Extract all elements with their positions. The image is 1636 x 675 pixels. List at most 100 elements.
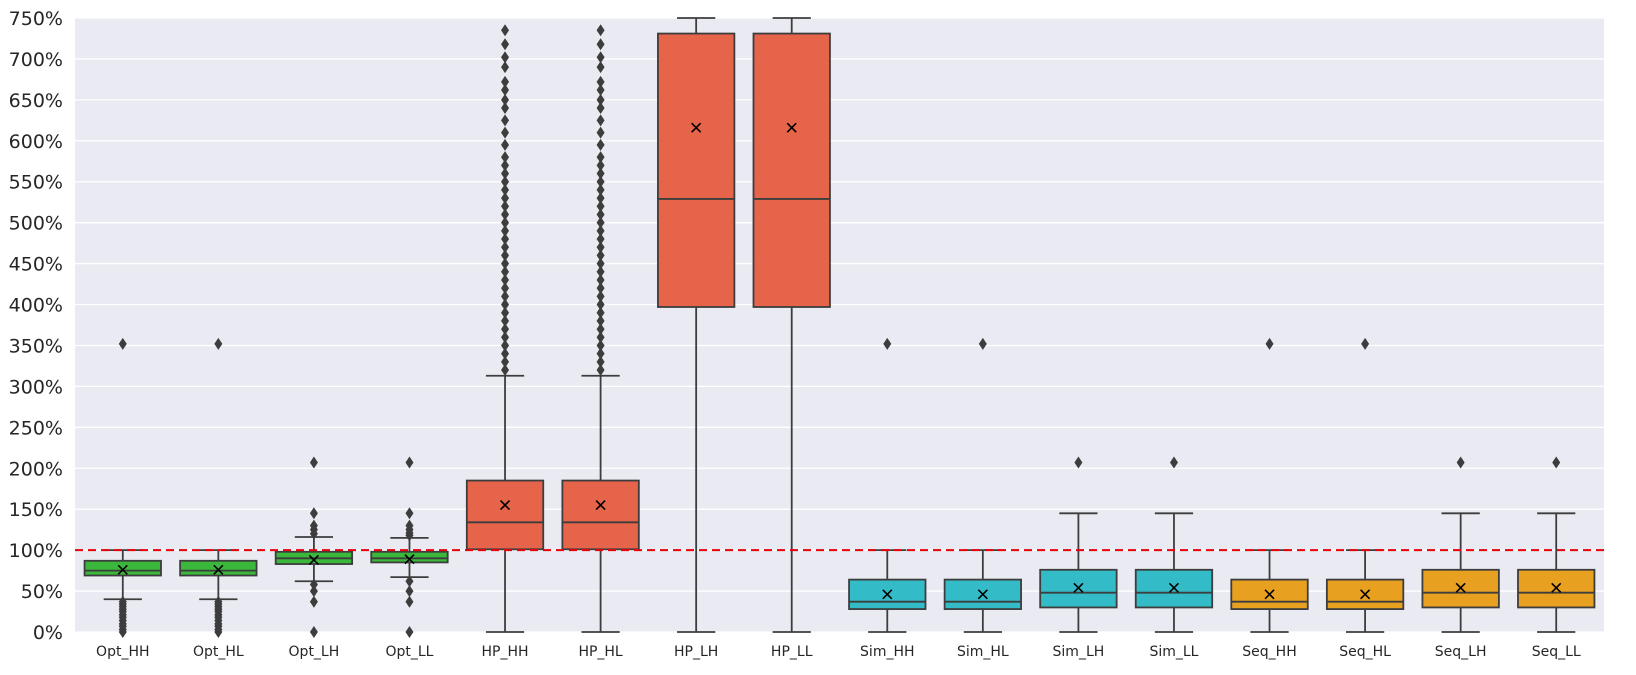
y-tick-label: 150% (9, 499, 63, 521)
outlier-point (596, 233, 605, 246)
box-Seq_HH (1230, 337, 1309, 633)
x-tick-label: Sim_HH (860, 644, 914, 660)
x-tick-label: Seq_HL (1339, 644, 1391, 660)
mean-marker (1455, 582, 1466, 593)
outlier-point (501, 38, 510, 51)
outlier-point (596, 208, 605, 221)
outlier-point (596, 102, 605, 115)
outlier-point (596, 84, 605, 97)
outlier-point (596, 93, 605, 106)
y-tick-label: 550% (9, 172, 63, 194)
mean-marker (499, 500, 511, 511)
outlier-point (596, 126, 605, 139)
outlier-point (501, 102, 510, 115)
outlier-point (596, 192, 605, 205)
x-tick-label: Opt_HH (96, 644, 149, 660)
box-Seq_LL (1517, 456, 1596, 633)
mean-marker (786, 122, 797, 133)
x-tick-label: Seq_HH (1242, 644, 1296, 660)
outlier-point (118, 595, 127, 608)
outlier-point (214, 595, 223, 608)
outlier-point (501, 282, 510, 295)
y-tick-label: 0% (33, 622, 63, 644)
outlier-point (596, 114, 605, 127)
outlier-point (309, 626, 318, 638)
outlier-point (501, 159, 510, 172)
outlier-point (596, 216, 605, 229)
outlier-point (978, 337, 987, 350)
outlier-point (596, 314, 605, 327)
x-tick-label: HP_HL (578, 644, 622, 660)
outlier-point (596, 364, 605, 377)
outlier-point (596, 175, 605, 188)
outlier-point (501, 355, 510, 368)
outlier-point (501, 306, 510, 319)
outlier-point (309, 595, 318, 608)
outlier-point (501, 257, 510, 270)
box-body (370, 550, 449, 564)
box-body (657, 32, 736, 308)
box-Seq_LH (1421, 456, 1500, 633)
outlier-point (501, 114, 510, 127)
y-axis-tick-labels: 0% 50% 100% 150% 200% 250% 300% 350% 400% 450% 500… (9, 8, 63, 644)
x-tick-label: HP_HH (482, 644, 529, 660)
outlier-point (596, 298, 605, 311)
outlier-point (596, 257, 605, 270)
outlier-point (405, 595, 414, 608)
box-Opt_LL (370, 456, 449, 638)
outlier-point (501, 233, 510, 246)
outlier-point (1265, 337, 1274, 350)
outlier-point (596, 61, 605, 74)
outlier-point (501, 265, 510, 278)
outlier-point (501, 167, 510, 180)
y-tick-label: 750% (9, 8, 63, 30)
outlier-point (596, 306, 605, 319)
box-HP_LL (752, 17, 831, 633)
outlier-point (501, 323, 510, 336)
x-tick-label: Opt_LH (289, 644, 340, 660)
box-Sim_LL (1134, 456, 1214, 633)
x-tick-label: Seq_LH (1435, 644, 1487, 660)
outlier-point (309, 527, 318, 540)
outlier-point (1456, 456, 1465, 469)
outlier-point (309, 456, 318, 469)
outlier-point (501, 241, 510, 254)
outlier-point (596, 265, 605, 278)
box-body (561, 479, 640, 551)
mean-marker (1360, 589, 1371, 600)
x-tick-label: HP_LH (674, 644, 718, 660)
outlier-point (501, 216, 510, 229)
x-axis-tick-labels: Opt_HH Opt_HL Opt_LH Opt_LL HP_HH HP_HL HP_LH H… (96, 644, 1581, 660)
outlier-point (501, 347, 510, 360)
outlier-point (596, 38, 605, 51)
outlier-point (501, 249, 510, 262)
box-body (752, 32, 831, 308)
y-tick-label: 400% (9, 295, 63, 317)
outlier-point (501, 298, 510, 311)
box-body (1230, 578, 1309, 610)
outlier-point (405, 456, 414, 469)
box-body (1325, 578, 1405, 610)
outlier-point (596, 159, 605, 172)
box-Opt_LH (274, 456, 354, 638)
box-Opt_HH (83, 337, 162, 638)
outlier-point (596, 355, 605, 368)
outlier-point (501, 24, 510, 37)
outlier-point (501, 192, 510, 205)
outlier-point (501, 183, 510, 196)
outlier-point (501, 314, 510, 327)
y-tick-label: 250% (9, 417, 63, 439)
plot-area (75, 18, 1604, 632)
mean-marker (1551, 582, 1562, 593)
outlier-point (501, 339, 510, 352)
outlier-point (118, 337, 127, 350)
outlier-point (501, 273, 510, 286)
y-tick-label: 100% (9, 540, 63, 562)
outlier-point (1552, 456, 1561, 469)
outlier-point (501, 175, 510, 188)
outlier-point (405, 585, 414, 598)
outlier-point (501, 61, 510, 74)
outlier-point (501, 151, 510, 164)
box-HP_LH (657, 17, 736, 633)
